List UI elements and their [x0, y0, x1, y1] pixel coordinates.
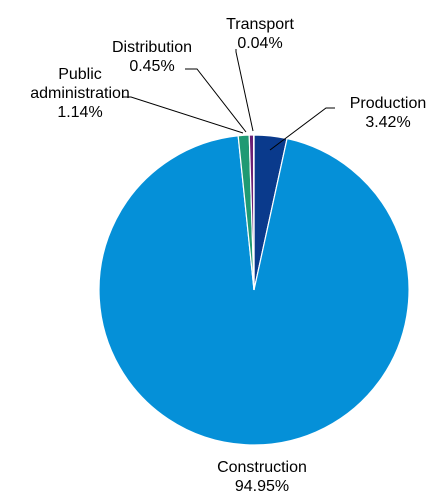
leader-line-transport: [235, 49, 254, 132]
pie-slice-construction: [98, 135, 410, 446]
slice-labels: Production 3.42% Construction 94.95% Public a…: [30, 16, 426, 495]
leader-line-production: [269, 107, 335, 151]
leader-line-distribution: [185, 68, 247, 133]
slice-label-line: 1.14%: [57, 104, 102, 121]
slice-label-public-administration: Public administration 1.14%: [30, 66, 130, 121]
slice-label-line: 0.04%: [237, 35, 282, 52]
slice-label-line: Production: [350, 95, 427, 112]
slice-label-line: administration: [30, 85, 130, 102]
slice-label-line: 94.95%: [235, 478, 289, 495]
slice-label-line: Public: [58, 66, 102, 83]
slice-label-line: Construction: [217, 459, 307, 476]
leader-lines: [123, 49, 335, 151]
slice-label-line: 0.45%: [129, 58, 174, 75]
slice-label-line: Transport: [226, 16, 294, 33]
slice-label-production: Production 3.42%: [350, 95, 427, 131]
pie-slices: [98, 134, 410, 446]
leader-line-public-administration: [123, 96, 244, 134]
slice-label-transport: Transport 0.04%: [226, 16, 294, 52]
slice-label-construction: Construction 94.95%: [217, 459, 307, 495]
slice-label-distribution: Distribution 0.45%: [112, 39, 192, 75]
slice-label-line: 3.42%: [365, 114, 410, 131]
slice-label-line: Distribution: [112, 39, 192, 56]
